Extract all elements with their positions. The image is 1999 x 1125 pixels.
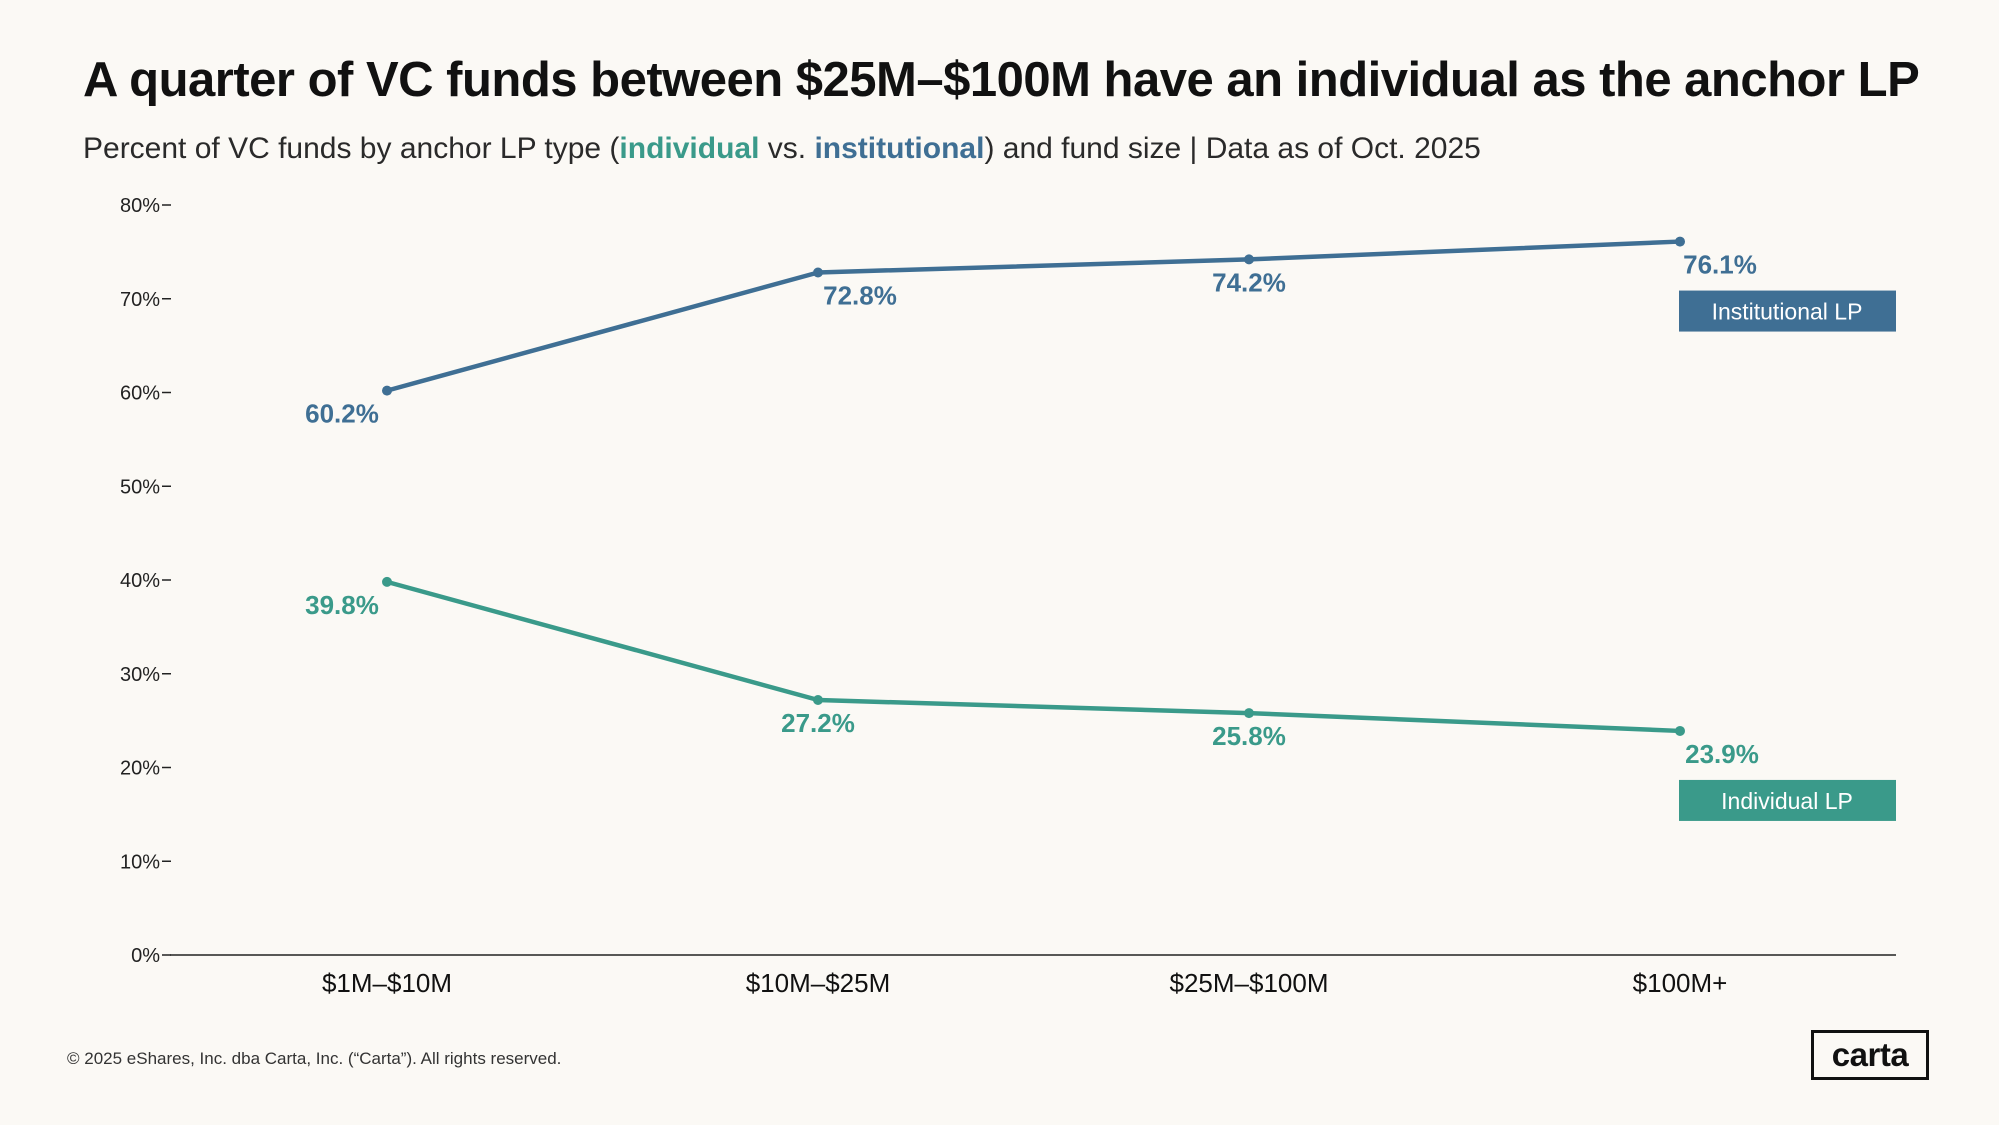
data-point [382, 385, 392, 396]
legend-label: Institutional LP [1712, 299, 1863, 325]
data-point [813, 695, 823, 705]
subtitle-vs: vs. [759, 132, 815, 165]
data-label: 76.1% [1683, 250, 1757, 280]
legend-box-institutional [1679, 290, 1896, 332]
y-tick-label: 10% [120, 851, 160, 873]
data-label: 25.8% [1212, 721, 1286, 751]
x-tick-label: $10M–$25M [746, 968, 891, 998]
data-label: 27.2% [781, 708, 855, 738]
data-point [813, 267, 823, 278]
carta-logo: carta [1811, 1030, 1929, 1080]
y-tick-label: 30% [120, 664, 160, 686]
legend-box-individual [1679, 779, 1896, 821]
x-tick-label: $100M+ [1633, 968, 1728, 998]
y-tick-label: 20% [120, 758, 160, 780]
x-tick-label: $1M–$10M [322, 968, 452, 998]
series-line-institutional [384, 239, 1683, 393]
data-point [1244, 254, 1254, 265]
data-point [1244, 708, 1254, 719]
subtitle-prefix: Percent of VC funds by anchor LP type ( [83, 132, 620, 165]
data-label: 74.2% [1212, 267, 1286, 297]
subtitle-suffix: ) and fund size | Data as of Oct. 2025 [984, 132, 1481, 165]
subtitle-individual: individual [619, 132, 760, 165]
data-point [1675, 725, 1685, 736]
series-line-individual [384, 579, 1683, 734]
chart-subtitle: Percent of VC funds by anchor LP type (i… [83, 132, 1481, 166]
y-tick-label: 50% [120, 476, 160, 498]
data-label: 60.2% [305, 399, 379, 429]
data-point [382, 576, 392, 587]
copyright-footer: © 2025 eShares, Inc. dba Carta, Inc. (“C… [67, 1049, 562, 1068]
y-tick-label: 0% [131, 945, 160, 967]
y-tick-label: 70% [120, 289, 160, 311]
y-tick-label: 40% [120, 570, 160, 592]
legend-label: Individual LP [1721, 788, 1853, 814]
x-tick-label: $25M–$100M [1170, 968, 1329, 998]
y-tick-label: 80% [120, 195, 160, 217]
data-label: 23.9% [1685, 739, 1759, 769]
chart-title: A quarter of VC funds between $25M–$100M… [83, 53, 1920, 107]
data-label: 39.8% [305, 590, 379, 620]
data-point [1675, 236, 1685, 247]
data-label: 72.8% [823, 281, 897, 311]
y-tick-label: 60% [120, 383, 160, 405]
subtitle-institutional: institutional [814, 132, 985, 165]
